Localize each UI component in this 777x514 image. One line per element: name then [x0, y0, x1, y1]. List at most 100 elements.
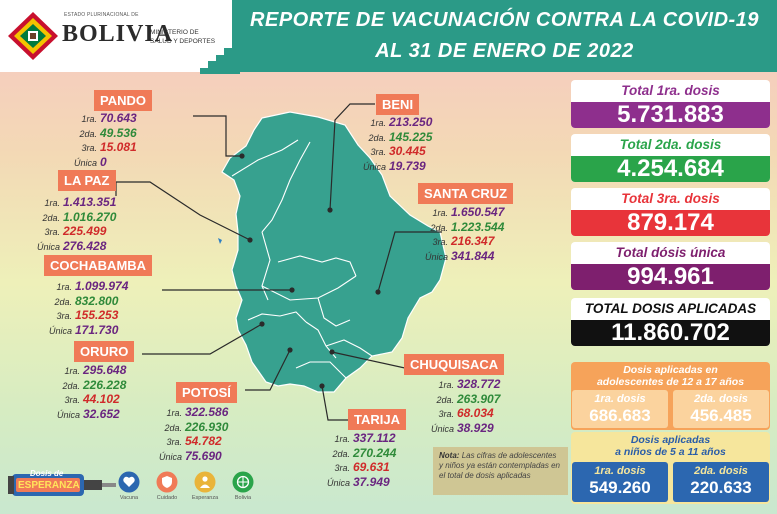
children-title-2: a niños de 5 a 11 años — [615, 446, 726, 458]
stats-chuquisaca: 1ra. 328.772 2da. 263.907 3ra. 68.034 Única… — [430, 377, 501, 435]
adolescents-second-dose-value: 456.485 — [690, 406, 752, 425]
oruro-third-dose: 44.102 — [83, 392, 120, 406]
report-date: AL 31 DE ENERO DE 2022 — [375, 40, 634, 62]
stats-santa-cruz: 1ra. 1.650.547 2da. 1.223.544 3ra. 216.347 … — [424, 205, 505, 263]
pando-first-dose: 70.643 — [100, 111, 137, 125]
total-applied-box: TOTAL DOSIS APLICADAS 11.860.702 — [571, 298, 770, 346]
cochabamba-second-dose: 832.800 — [75, 293, 119, 308]
total-second-dose-box: Total 2da. dosis 4.254.684 — [571, 134, 770, 182]
total-applied-label: TOTAL DOSIS APLICADAS — [584, 301, 757, 316]
total-single-dose-label: Total dósis única — [615, 245, 726, 260]
department-borders — [231, 139, 373, 379]
total-single-dose-value: 994.961 — [571, 264, 770, 290]
note-text: Las cifras de adolescentes y niños ya es… — [439, 451, 560, 480]
cochabamba-third-dose: 155.253 — [75, 308, 119, 322]
tarija-second-dose: 270.244 — [353, 445, 397, 460]
pando-single-dose: 0 — [100, 154, 107, 169]
campaign-logo — [8, 474, 116, 496]
government-line: ESTADO PLURINACIONAL DE — [64, 12, 139, 18]
dept-label-cochabamba: COCHABAMBA — [44, 255, 153, 276]
dept-label-chuquisaca: CHUQUISACA — [404, 354, 505, 375]
total-third-dose-label: Total 3ra. dosis — [621, 191, 720, 206]
la-paz-second-dose: 1.016.270 — [63, 209, 117, 224]
adolescents-first-dose-value: 686.683 — [589, 406, 651, 425]
leader-lines — [115, 103, 442, 421]
stats-pando: 1ra. 70.643 2da. 49.536 3ra. 15.081 Única 0 — [73, 111, 137, 169]
total-single-dose-box: Total dósis única 994.961 — [571, 242, 770, 290]
total-third-dose-box: Total 3ra. dosis 879.174 — [571, 188, 770, 236]
stats-potosi: 1ra. 322.586 2da. 226.930 3ra. 54.782 Única… — [158, 405, 229, 463]
stats-beni: 1ra. 213.250 2da. 145.225 3ra. 30.445 Única… — [362, 115, 433, 173]
total-first-dose-box: Total 1ra. dosis 5.731.883 — [571, 80, 770, 128]
children-second-dose: 2da. dosis 220.633 — [673, 462, 769, 502]
dept-label-la-paz: LA PAZ — [58, 170, 116, 191]
report-title: REPORTE DE VACUNACIÓN CONTRA LA COVID-19 — [250, 9, 759, 31]
stats-oruro: 1ra. 295.648 2da. 226.228 3ra. 44.102 Única… — [56, 363, 127, 421]
lake-titicaca-icon — [218, 238, 222, 244]
tarija-single-dose: 37.949 — [353, 474, 390, 489]
adolescents-second-dose: 2da. dosis 456.485 — [673, 390, 769, 428]
potosi-single-dose: 75.690 — [185, 448, 222, 463]
children-first-dose: 1ra. dosis 549.260 — [572, 462, 668, 502]
children-second-dose-value: 220.633 — [690, 478, 752, 497]
total-second-dose-value: 4.254.684 — [571, 156, 770, 182]
tarija-third-dose: 69.631 — [353, 460, 390, 474]
la-paz-single-dose: 276.428 — [63, 238, 107, 253]
adolescents-title-2: adolescentes de 12 a 17 años — [596, 376, 745, 388]
dept-label-pando: PANDO — [94, 90, 152, 111]
dept-label-potosi: POTOSÍ — [176, 382, 237, 403]
children-title-1: Dosis aplicadas — [630, 434, 711, 446]
ministry-line-2: SALUD Y DEPORTES — [150, 38, 216, 45]
total-applied-value: 11.860.702 — [571, 320, 770, 346]
pando-third-dose: 15.081 — [100, 140, 137, 154]
campaign-logo-line-2: ESPERANZA — [18, 480, 80, 491]
total-first-dose-value: 5.731.883 — [571, 102, 770, 128]
chuquisaca-first-dose: 328.772 — [457, 377, 501, 391]
heart-icon — [118, 471, 140, 493]
shield-icon — [156, 471, 178, 493]
potosi-third-dose: 54.782 — [185, 434, 222, 448]
adolescents-box: Dosis aplicadas en adolescentes de 12 a … — [571, 362, 770, 430]
santa-cruz-second-dose: 1.223.544 — [451, 219, 505, 234]
santa-cruz-single-dose: 341.844 — [451, 248, 495, 263]
pando-second-dose: 49.536 — [100, 125, 137, 140]
oruro-single-dose: 32.652 — [83, 406, 120, 421]
beni-second-dose: 145.225 — [389, 129, 433, 144]
oruro-first-dose: 295.648 — [83, 363, 127, 377]
total-third-dose-value: 879.174 — [571, 210, 770, 236]
chuquisaca-single-dose: 38.929 — [457, 420, 494, 435]
note-label: Nota: — [439, 451, 460, 460]
ministry-line-1: MINISTERIO DE — [150, 29, 199, 36]
beni-third-dose: 30.445 — [389, 144, 426, 158]
children-first-dose-value: 549.260 — [589, 478, 651, 497]
santa-cruz-third-dose: 216.347 — [451, 234, 495, 248]
country-name: BOLIVIA — [62, 21, 174, 47]
cochabamba-first-dose: 1.099.974 — [75, 279, 129, 293]
dept-label-beni: BENI — [376, 94, 420, 115]
total-second-dose-label: Total 2da. dosis — [619, 137, 722, 152]
tarija-first-dose: 337.112 — [353, 431, 396, 445]
bolivia-map-shape — [221, 111, 447, 393]
beni-single-dose: 19.739 — [389, 158, 426, 173]
header-band — [232, 0, 777, 72]
adolescents-first-dose: 1ra. dosis 686.683 — [572, 390, 668, 428]
total-first-dose-label: Total 1ra. dosis — [621, 83, 720, 98]
dept-label-tarija: TARIJA — [348, 409, 406, 430]
chuquisaca-third-dose: 68.034 — [457, 406, 494, 420]
cochabamba-single-dose: 171.730 — [75, 322, 119, 337]
oruro-second-dose: 226.228 — [83, 377, 127, 392]
dept-label-oruro: ORURO — [74, 341, 135, 362]
stats-cochabamba: 1ra. 1.099.974 2da. 832.800 3ra. 155.253 Ún… — [48, 279, 129, 337]
santa-cruz-first-dose: 1.650.547 — [451, 205, 505, 219]
stats-tarija: 1ra. 337.112 2da. 270.244 3ra. 69.631 Única… — [326, 431, 397, 489]
note-box: Nota: Las cifras de adolescentes y niños… — [433, 447, 568, 495]
bolivia-emblem-icon — [8, 12, 58, 60]
la-paz-third-dose: 225.499 — [63, 224, 107, 238]
globe-icon — [232, 471, 254, 493]
potosi-first-dose: 322.586 — [185, 405, 229, 419]
header-steps-decoration — [200, 42, 240, 74]
dept-label-santa-cruz: SANTA CRUZ — [418, 183, 514, 204]
campaign-logo-line-1: Dosis de — [30, 469, 64, 478]
